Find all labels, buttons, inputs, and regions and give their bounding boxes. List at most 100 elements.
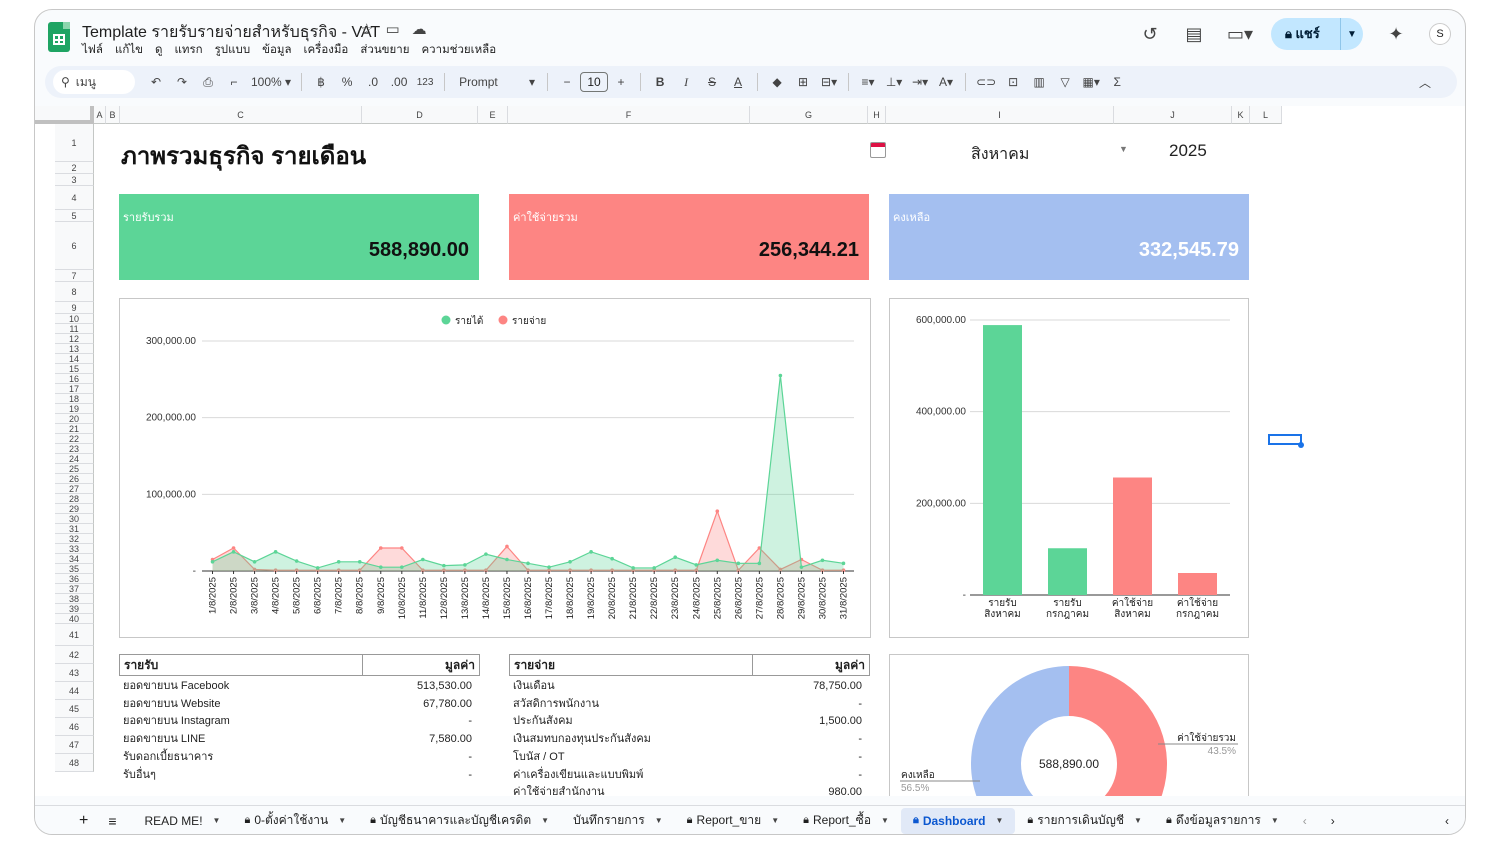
row-header[interactable]: 38 (55, 594, 94, 604)
row-header[interactable]: 19 (55, 404, 94, 414)
increase-decimal-button[interactable]: .00 (390, 75, 408, 89)
document-title[interactable]: Template รายรับรายจ่ายสำหรับธุรกิจ - VAT (82, 24, 381, 41)
row-header[interactable]: 22 (55, 434, 94, 444)
table-cell-value[interactable]: 1,500.00 (819, 715, 862, 728)
chevron-down-icon[interactable]: ▼ (1119, 144, 1128, 154)
row-header[interactable]: 27 (55, 484, 94, 494)
sheet-tab[interactable]: 🔒︎ ดึงข้อมูลรายการ ▼ (1154, 808, 1291, 834)
all-sheets-icon[interactable]: ≡ (108, 812, 117, 829)
row-header[interactable]: 4 (55, 186, 94, 210)
row-header[interactable]: 32 (55, 534, 94, 544)
filter-icon[interactable]: ▽ (1060, 75, 1070, 89)
menu-item[interactable]: ไฟล์ (82, 44, 103, 56)
table-cell-label[interactable]: รับดอกเบี้ยธนาคาร (123, 750, 214, 763)
table-cell-label[interactable]: ยอดขายบน Instagram (123, 715, 230, 728)
row-header[interactable]: 25 (55, 464, 94, 474)
table-cell-label[interactable]: โบนัส / OT (513, 750, 565, 763)
star-icon[interactable]: ☆ (360, 21, 374, 38)
column-header[interactable]: G (750, 106, 868, 124)
table-cell-value[interactable]: - (858, 697, 862, 710)
chevron-down-icon[interactable]: ▼ (338, 816, 347, 825)
row-header[interactable]: 43 (55, 664, 94, 682)
row-header[interactable]: 2 (55, 162, 94, 174)
table-cell-value[interactable]: 513,530.00 (416, 680, 472, 692)
sheet-tab[interactable]: 🔒︎ Report_ซื้อ ▼ (791, 808, 901, 834)
table-cell-label[interactable]: ยอดขายบน LINE (123, 733, 206, 746)
row-header[interactable]: 37 (55, 584, 94, 594)
year-cell[interactable]: 2025 (1169, 141, 1207, 160)
table-cell-value[interactable]: 7,580.00 (429, 733, 472, 746)
sheet-tab[interactable]: 🔒︎ รายการเดินบัญชี ▼ (1015, 808, 1154, 834)
column-header[interactable]: B (106, 106, 120, 124)
row-header[interactable]: 34 (55, 554, 94, 564)
row-header[interactable]: 39 (55, 604, 94, 614)
sheet-tab[interactable]: 🔒︎ บัญชีธนาคารและบัญชีเครดิต ▼ (358, 808, 561, 834)
month-dropdown[interactable]: สิงหาคม (971, 146, 1030, 163)
bold-icon[interactable]: B (655, 75, 665, 89)
sheet-tab[interactable]: 🔒︎ 0-ตั้งค่าใช้งาน ▼ (232, 808, 358, 834)
menu-item[interactable]: รูปแบบ (214, 44, 251, 56)
table-cell-value[interactable]: 980.00 (828, 786, 862, 796)
merge-cells-icon[interactable]: ⊟▾ (821, 75, 838, 89)
row-header[interactable]: 16 (55, 374, 94, 384)
table-cell-label[interactable]: ยอดขายบน Website (123, 697, 221, 710)
sheet-tab[interactable]: READ ME! ▼ (133, 808, 233, 834)
comments-icon[interactable]: ▤ (1185, 23, 1203, 44)
row-header[interactable]: 42 (55, 646, 94, 664)
table-cell-value[interactable]: - (468, 768, 472, 781)
row-header[interactable]: 14 (55, 354, 94, 364)
row-header[interactable]: 36 (55, 574, 94, 584)
row-header[interactable]: 3 (55, 174, 94, 186)
row-header[interactable]: 24 (55, 454, 94, 464)
row-header[interactable]: 15 (55, 364, 94, 374)
horizontal-align-icon[interactable]: ≡▾ (861, 75, 875, 89)
column-header[interactable]: I (886, 106, 1114, 124)
fill-handle[interactable] (1298, 442, 1304, 448)
share-dropdown-icon[interactable]: ▼ (1347, 28, 1357, 40)
side-panel-toggle-icon[interactable]: ‹ (1445, 813, 1449, 828)
table-cell-label[interactable]: ยอดขายบน Facebook (123, 680, 230, 692)
select-all-corner[interactable] (35, 106, 94, 124)
table-cell-label[interactable]: สวัสดิการพนักงาน (513, 697, 599, 710)
row-header[interactable]: 45 (55, 700, 94, 718)
redo-icon[interactable]: ↷ (176, 75, 188, 89)
row-header[interactable]: 48 (55, 754, 94, 772)
table-cell-label[interactable]: ค่าเครื่องเขียนและแบบพิมพ์ (513, 768, 644, 781)
chevron-down-icon[interactable]: ▼ (1270, 816, 1279, 825)
print-icon[interactable]: ⎙ (203, 74, 213, 89)
share-button[interactable]: 🔒︎ แชร์ ▼ (1271, 18, 1363, 50)
column-header[interactable]: F (508, 106, 750, 124)
decrease-decimal-button[interactable]: .0 (368, 75, 379, 89)
sheet-tab[interactable]: 🔒︎ Dashboard ▼ (900, 807, 1016, 834)
row-header[interactable]: 26 (55, 474, 94, 484)
column-header[interactable]: L (1250, 106, 1282, 124)
borders-icon[interactable]: ⊞ (798, 75, 809, 89)
balance-donut-chart[interactable]: 588,890.00 ค่าใช้จ่ายรวม 43.5% คงเหลือ 56.5% (889, 654, 1249, 796)
avatar[interactable]: S (1429, 23, 1451, 45)
table-cell-label[interactable]: รับอื่นๆ (123, 768, 156, 781)
table-cell-value[interactable]: 78,750.00 (813, 680, 862, 692)
table-cell-value[interactable]: - (858, 733, 862, 746)
menu-item[interactable]: แก้ไข (114, 44, 144, 56)
row-header[interactable]: 5 (55, 210, 94, 222)
chevron-down-icon[interactable]: ▼ (654, 816, 663, 825)
row-header[interactable]: 20 (55, 414, 94, 424)
row-header[interactable]: 9 (55, 302, 94, 314)
currency-format-button[interactable]: ฿ (317, 75, 325, 89)
table-cell-label[interactable]: ประกันสังคม (513, 715, 573, 728)
table-cell-label[interactable]: เงินสมทบกองทุนประกันสังคม (513, 733, 651, 746)
insert-link-icon[interactable]: ⊂⊃ (976, 75, 997, 89)
insert-chart-icon[interactable]: ▥ (1033, 75, 1045, 89)
row-header[interactable]: 40 (55, 614, 94, 624)
row-header[interactable]: 7 (55, 270, 94, 282)
table-cell-label[interactable]: เงินเดือน (513, 680, 555, 692)
functions-icon[interactable]: Σ (1113, 75, 1121, 89)
row-header[interactable]: 29 (55, 504, 94, 514)
text-color-icon[interactable]: A (734, 75, 743, 89)
daily-area-chart[interactable]: 300,000.00 200,000.00 100,000.00 - รายได้ ราย… (119, 298, 871, 638)
calendar-icon[interactable] (870, 142, 886, 158)
row-header[interactable]: 11 (55, 324, 94, 334)
menu-item[interactable]: ดู (155, 44, 163, 56)
column-header[interactable]: D (362, 106, 478, 124)
text-rotate-icon[interactable]: A▾ (939, 75, 954, 89)
